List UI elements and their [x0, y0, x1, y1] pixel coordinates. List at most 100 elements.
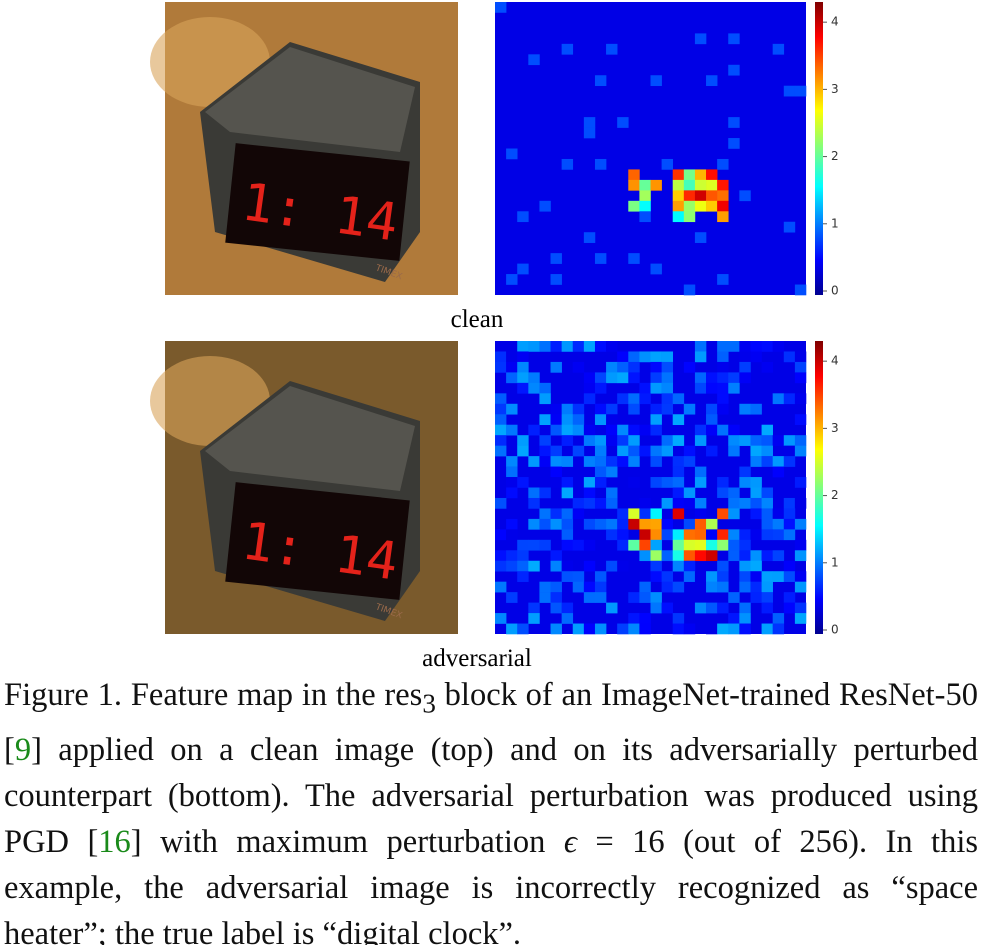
heat-cell	[539, 393, 551, 405]
heat-cell	[717, 179, 729, 191]
heat-cell	[628, 424, 640, 436]
heat-cell	[694, 200, 707, 212]
heat-cell	[594, 466, 607, 478]
heat-cell	[783, 518, 796, 530]
heat-cell	[650, 403, 662, 415]
heat-cell	[706, 445, 718, 457]
heat-cell	[650, 539, 662, 551]
heat-cell	[683, 445, 696, 457]
heat-cell	[650, 361, 662, 373]
heat-cell	[506, 518, 518, 530]
heat-cell	[606, 43, 618, 55]
heat-cell	[539, 445, 551, 457]
heat-cell	[539, 382, 551, 394]
heat-cell	[706, 200, 718, 212]
heat-cell	[517, 560, 529, 572]
colorbar	[815, 2, 823, 295]
heat-cell	[761, 571, 773, 582]
heat-cell	[717, 211, 729, 223]
heat-cell	[739, 361, 751, 373]
heat-cell	[572, 341, 585, 352]
heat-cell	[794, 393, 807, 405]
heat-cell	[506, 592, 518, 603]
heat-cell	[539, 539, 551, 551]
heat-cell	[650, 560, 662, 572]
heat-cell	[561, 487, 574, 499]
heat-cell	[495, 445, 507, 457]
heat-cell	[672, 623, 685, 635]
heat-cell	[728, 550, 740, 562]
heat-cell	[550, 361, 562, 373]
heat-cell	[606, 341, 618, 352]
heat-cell	[706, 169, 718, 181]
heat-cell	[672, 456, 685, 467]
heat-cell	[761, 623, 773, 635]
heat-cell	[706, 424, 718, 436]
heat-cell	[572, 497, 585, 509]
heat-cell	[683, 179, 696, 191]
heat-cell	[650, 602, 662, 614]
heat-cell	[550, 623, 562, 635]
heat-cell	[650, 508, 662, 520]
heat-cell	[495, 351, 507, 363]
heat-cell	[783, 445, 796, 457]
heat-cell	[606, 414, 618, 426]
heat-cell	[672, 508, 685, 520]
heat-cell	[506, 424, 518, 436]
heat-cell	[739, 550, 751, 562]
heat-cell	[717, 382, 729, 394]
heat-cell	[628, 623, 640, 635]
heat-cell	[672, 560, 685, 572]
heat-cell	[561, 403, 574, 415]
heat-cell	[717, 200, 729, 212]
heat-cell	[650, 571, 662, 582]
heat-cell	[639, 445, 651, 457]
heat-cell	[517, 361, 529, 373]
heat-cell	[739, 623, 751, 635]
heat-cell	[594, 497, 607, 509]
heat-cell	[728, 435, 740, 446]
heat-cell	[717, 190, 729, 202]
citation[interactable]: 16	[98, 823, 131, 860]
heat-cell	[794, 435, 807, 446]
heat-cell	[628, 200, 640, 212]
heat-cell	[594, 518, 607, 530]
heat-cell	[628, 518, 640, 530]
heat-cell	[583, 623, 596, 635]
heat-cell	[639, 179, 651, 191]
heat-cell	[683, 190, 696, 202]
heat-cell	[728, 613, 740, 624]
heat-cell	[617, 529, 629, 541]
heat-cell	[495, 2, 507, 13]
heat-cell	[794, 372, 807, 384]
heat-cell	[561, 341, 574, 352]
heat-cell	[561, 435, 574, 446]
heat-cell	[572, 414, 585, 426]
heat-cell	[706, 623, 718, 635]
heat-cell	[583, 477, 596, 488]
heat-cell	[639, 613, 651, 624]
heat-cell	[761, 550, 773, 562]
panel-label: clean	[451, 306, 504, 333]
heat-cell	[750, 560, 762, 572]
heat-cell	[617, 117, 629, 128]
heat-cell	[572, 508, 585, 520]
heat-cell	[728, 117, 740, 128]
heat-cell	[650, 445, 662, 457]
caption: Figure 1. Feature map in the res3 block …	[4, 672, 978, 945]
heat-cell	[528, 372, 540, 384]
heat-cell	[672, 190, 685, 202]
heat-cell	[694, 33, 707, 45]
heat-cell	[639, 518, 651, 530]
heat-cell	[617, 508, 629, 520]
citation[interactable]: 9	[14, 731, 32, 768]
heat-cell	[661, 158, 674, 170]
heat-cell	[617, 445, 629, 457]
heat-cell	[694, 602, 707, 614]
heat-cell	[495, 435, 507, 446]
heat-cell	[639, 497, 651, 509]
heat-cell	[750, 403, 762, 415]
heat-cell	[783, 456, 796, 467]
heat-cell	[617, 456, 629, 467]
heat-cell	[783, 85, 796, 97]
